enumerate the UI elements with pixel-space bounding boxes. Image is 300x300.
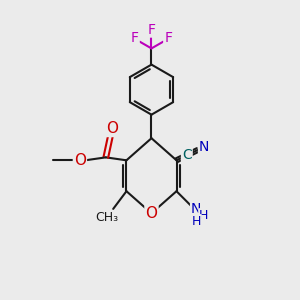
Text: F: F (164, 31, 172, 45)
Text: O: O (74, 153, 86, 168)
Text: N: N (191, 202, 201, 216)
Text: F: F (148, 22, 155, 37)
Text: C: C (182, 148, 192, 162)
Text: O: O (146, 206, 158, 221)
Text: H: H (191, 215, 201, 228)
Text: F: F (131, 31, 139, 45)
Text: N: N (199, 140, 209, 154)
Text: CH₃: CH₃ (96, 211, 119, 224)
Text: H: H (199, 209, 208, 222)
Text: O: O (106, 121, 118, 136)
